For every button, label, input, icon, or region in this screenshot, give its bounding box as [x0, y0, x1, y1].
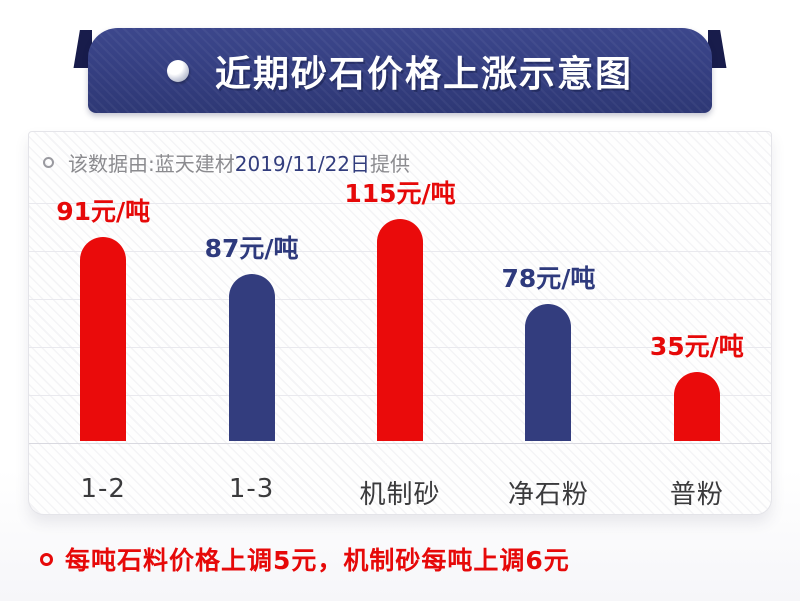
source-note-date: 2019/11/22日 — [234, 151, 371, 176]
footer-note-text: 每吨石料价格上调5元，机制砂每吨上调6元 — [65, 546, 570, 575]
page-title: 近期砂石价格上涨示意图 — [214, 53, 633, 95]
source-note-prefix: 该数据由:蓝天建材 — [68, 151, 235, 176]
x-axis-label: 1-2 — [80, 474, 126, 504]
bar-column: 91元/吨 — [29, 192, 177, 441]
x-axis-label: 净石粉 — [507, 480, 589, 510]
bar-value-label: 87元/吨 — [204, 234, 299, 263]
circle-bullet-icon — [40, 552, 53, 566]
bar-column: 115元/吨 — [326, 174, 474, 441]
bar-value-label: 78元/吨 — [501, 264, 596, 293]
sphere-bullet-icon — [166, 59, 189, 82]
bar — [80, 237, 127, 441]
x-axis-labels: 1-2 1-3 机制砂 净石粉 普粉 — [29, 474, 771, 514]
bar — [525, 304, 572, 441]
x-axis-baseline — [29, 443, 771, 444]
x-axis-label: 普粉 — [669, 480, 724, 510]
bar — [228, 274, 275, 441]
source-note-text: 该数据由:蓝天建材2019/11/22日提供 — [68, 148, 410, 177]
gridline — [29, 203, 771, 204]
source-note: 该数据由:蓝天建材2019/11/22日提供 — [43, 146, 410, 178]
bar — [377, 219, 424, 441]
bar-column: 35元/吨 — [623, 327, 771, 441]
bar — [673, 372, 720, 441]
bar-value-label: 35元/吨 — [649, 332, 744, 361]
bar-chart: 91元/吨 87元/吨 115元/吨 78元/吨 35元/吨 — [29, 179, 771, 441]
bar-value-label: 115元/吨 — [344, 179, 456, 208]
bar-column: 87元/吨 — [177, 229, 325, 441]
bar-column: 78元/吨 — [474, 259, 622, 441]
circle-bullet-icon — [43, 156, 54, 168]
x-axis-label: 1-3 — [228, 474, 275, 504]
footer-note: 每吨石料价格上调5元，机制砂每吨上调6元 — [40, 541, 570, 577]
chart-card: 该数据由:蓝天建材2019/11/22日提供 91元/吨 87元/吨 115元/吨 7… — [28, 131, 772, 515]
bar-value-label: 91元/吨 — [56, 197, 151, 226]
source-note-suffix: 提供 — [370, 151, 411, 176]
x-axis-label: 机制砂 — [359, 480, 441, 510]
header-banner: 近期砂石价格上涨示意图 — [88, 28, 712, 113]
